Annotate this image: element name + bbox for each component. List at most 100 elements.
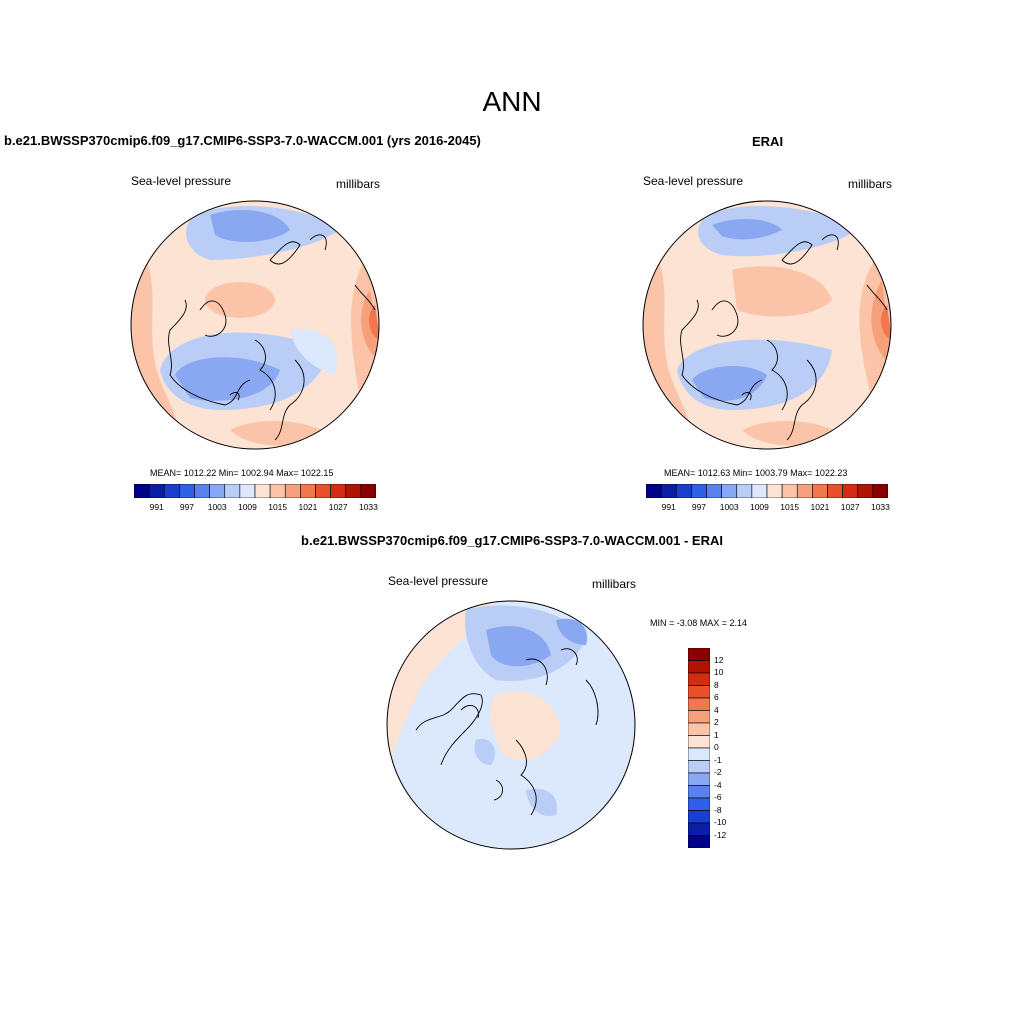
colorbar-swatch (675, 484, 692, 498)
colorbar-tick-label: 0 (714, 742, 719, 752)
diff-variable-label: Sea-level pressure (388, 574, 489, 588)
colorbar-swatch (688, 835, 710, 848)
diff-polar-map (386, 600, 636, 850)
colorbar-tick-label: 8 (714, 679, 719, 690)
model-panel-title: b.e21.BWSSP370cmip6.f09_g17.CMIP6-SSP3-7… (4, 133, 481, 148)
colorbar-tick-label: 1015 (780, 502, 800, 512)
colorbar-swatch (688, 710, 710, 724)
obs-stats: MEAN= 1012.63 Min= 1003.79 Max= 1022.23 (664, 468, 848, 478)
colorbar-swatch (721, 484, 738, 498)
colorbar-tick-label: 2 (714, 717, 719, 727)
colorbar-swatch (269, 484, 286, 498)
colorbar-tick-label: 1 (714, 729, 719, 740)
obs-colorbar-ticks: 991 997 1003 1009 1015 1021 1027 1033 (646, 502, 890, 514)
colorbar-swatch (660, 484, 677, 498)
colorbar-swatch (315, 484, 331, 498)
colorbar-tick-label: 1003 (207, 502, 227, 512)
colorbar-swatch (284, 484, 301, 498)
model-colorbar-ticks: 991 997 1003 1009 1015 1021 1027 1033 (134, 502, 378, 514)
model-polar-map (130, 200, 380, 450)
colorbar-tick-label: 1033 (358, 502, 378, 512)
colorbar-swatch (842, 484, 859, 498)
diff-panel-title: b.e21.BWSSP370cmip6.f09_g17.CMIP6-SSP3-7… (301, 533, 723, 548)
colorbar-swatch (688, 648, 710, 661)
colorbar-swatch (688, 685, 710, 699)
colorbar-swatch (688, 772, 710, 786)
colorbar-swatch (688, 822, 710, 836)
colorbar-swatch (688, 810, 710, 824)
colorbar-tick-label: 991 (661, 502, 676, 512)
obs-panel-title: ERAI (752, 134, 784, 149)
colorbar-swatch (781, 484, 798, 498)
obs-colorbar (646, 484, 888, 498)
colorbar-swatch (688, 785, 710, 799)
colorbar-tick-label: -10 (714, 817, 727, 827)
colorbar-swatch (345, 484, 362, 498)
colorbar-swatch (360, 484, 376, 498)
colorbar-swatch (688, 797, 710, 811)
model-units-label: millibars (336, 177, 381, 191)
colorbar-swatch (688, 735, 710, 749)
colorbar-swatch (163, 484, 180, 498)
diff-stats: MIN = -3.08 MAX = 2.14 (650, 618, 748, 628)
colorbar-swatch (796, 484, 813, 498)
colorbar-swatch (688, 760, 710, 774)
colorbar-tick-label: 1027 (328, 502, 348, 512)
colorbar-tick-label: -1 (714, 754, 722, 765)
colorbar-swatch (134, 484, 150, 498)
colorbar-swatch (691, 484, 707, 498)
colorbar-tick-label: 1009 (749, 502, 769, 512)
colorbar-tick-label: -6 (714, 792, 722, 802)
colorbar-swatch (300, 484, 316, 498)
colorbar-tick-label: -2 (714, 767, 722, 777)
colorbar-tick-label: 12 (714, 654, 724, 665)
colorbar-swatch (239, 484, 256, 498)
obs-units-label: millibars (848, 177, 893, 191)
obs-variable-label: Sea-level pressure (643, 174, 744, 188)
colorbar-swatch (209, 484, 226, 498)
diff-units-label: millibars (592, 577, 637, 591)
colorbar-tick-label: 10 (714, 667, 724, 677)
colorbar-tick-label: -8 (714, 804, 722, 815)
colorbar-tick-label: 997 (179, 502, 195, 512)
colorbar-swatch (857, 484, 874, 498)
colorbar-tick-label: 1009 (237, 502, 257, 512)
colorbar-swatch (179, 484, 195, 498)
colorbar-tick-label: -4 (714, 779, 722, 790)
colorbar-tick-label: 1015 (268, 502, 288, 512)
colorbar-swatch (254, 484, 271, 498)
colorbar-swatch (224, 484, 241, 498)
colorbar-swatch (766, 484, 783, 498)
colorbar-tick-label: 991 (149, 502, 164, 512)
colorbar-tick-label: 4 (714, 704, 719, 715)
model-stats: MEAN= 1012.22 Min= 1002.94 Max= 1022.15 (150, 468, 334, 478)
colorbar-tick-label: 1027 (840, 502, 860, 512)
colorbar-swatch (736, 484, 753, 498)
model-colorbar (134, 484, 376, 498)
model-variable-label: Sea-level pressure (131, 174, 232, 188)
colorbar-swatch (688, 697, 710, 711)
colorbar-tick-label: 6 (714, 692, 719, 702)
colorbar-swatch (688, 672, 710, 686)
diff-colorbar-ticks: 12 10 8 6 4 2 1 0 -1 -2 -4 -6 -8 -10 -12 (714, 648, 754, 848)
colorbar-tick-label: 1021 (298, 502, 318, 512)
colorbar-swatch (194, 484, 210, 498)
colorbar-swatch (330, 484, 347, 498)
colorbar-swatch (872, 484, 888, 498)
colorbar-swatch (827, 484, 843, 498)
colorbar-tick-label: 1003 (719, 502, 739, 512)
colorbar-swatch (751, 484, 768, 498)
figure-title: ANN (482, 86, 542, 117)
diff-colorbar (688, 648, 710, 848)
colorbar-swatch (706, 484, 722, 498)
colorbar-tick-label: 1033 (870, 502, 890, 512)
colorbar-swatch (688, 747, 710, 761)
colorbar-swatch (646, 484, 662, 498)
colorbar-tick-label: 1021 (810, 502, 830, 512)
colorbar-swatch (148, 484, 165, 498)
colorbar-swatch (812, 484, 828, 498)
colorbar-tick-label: -12 (714, 829, 727, 840)
obs-polar-map (642, 200, 892, 450)
colorbar-tick-label: 997 (691, 502, 707, 512)
colorbar-swatch (688, 660, 710, 674)
